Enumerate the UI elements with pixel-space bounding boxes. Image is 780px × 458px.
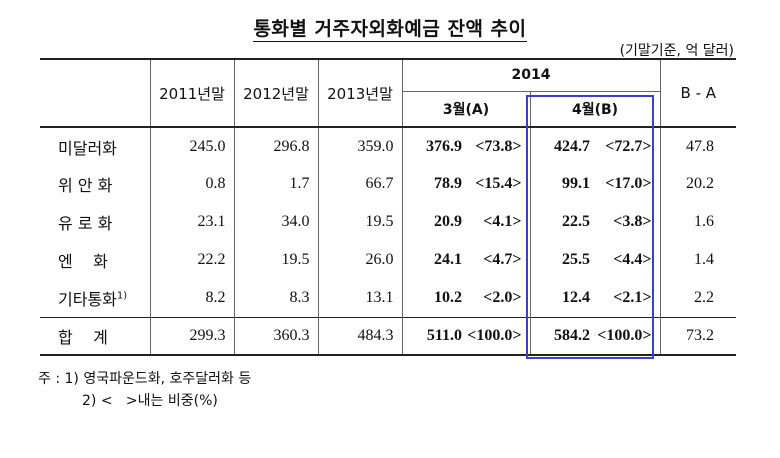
cell-march-share: <15.4> [462, 165, 531, 203]
cell-april: 99.1 [562, 175, 590, 192]
cell-march: 24.1 [434, 251, 462, 268]
total-row: 합 계 299.3 360.3 484.3 511.0 <100.0> 584.… [40, 317, 737, 355]
cell-diff: 1.6 [694, 213, 715, 230]
cell-2012: 8.3 [234, 279, 319, 317]
cell-april-share: <2.1> [590, 279, 661, 317]
header-blank [40, 59, 151, 128]
cell-april-share: <4.4> [590, 241, 661, 279]
cell-2012: 34.0 [234, 203, 319, 241]
cell-2011: 8.2 [150, 279, 235, 317]
cell-april: 12.4 [562, 288, 590, 306]
footnote-marker: 1) [116, 290, 128, 302]
table-row: 유 로 화 23.1 34.0 19.5 20.9 <4.1> 22.5 <3.… [40, 203, 736, 241]
header-2014: 2014 [402, 59, 661, 92]
cell-diff: 73.2 [686, 326, 715, 344]
cell-2013: 19.5 [318, 203, 403, 241]
cell-april: 25.5 [562, 251, 590, 268]
cell-march-share: <73.8> [462, 127, 531, 165]
table-row: 기타통화1) 8.2 8.3 13.1 10.2 <2.0> 12.4 <2.1… [40, 279, 736, 317]
header-2011: 2011년말 [150, 59, 235, 128]
cell-2012: 360.3 [234, 317, 319, 355]
table-row: 위 안 화 0.8 1.7 66.7 78.9 <15.4> 99.1 <17.… [40, 165, 736, 203]
cell-april-share: <3.8> [590, 203, 661, 241]
row-label: 미달러화 [40, 127, 151, 165]
header-2013: 2013년말 [318, 59, 403, 128]
cell-april-share: <72.7> [590, 127, 661, 165]
cell-diff: 20.2 [686, 175, 715, 192]
header-march: 3월(A) [402, 91, 531, 127]
table-row: 엔 화 22.2 19.5 26.0 24.1 <4.7> 25.5 <4.4>… [40, 241, 736, 279]
cell-march: 376.9 [426, 137, 462, 155]
header-diff: B - A [660, 59, 737, 128]
cell-2011: 22.2 [150, 241, 235, 279]
cell-2013: 13.1 [318, 279, 403, 317]
cell-2011: 245.0 [150, 127, 235, 165]
cell-march: 511.0 [426, 326, 462, 344]
table-row: 미달러화 245.0 296.8 359.0 376.9 <73.8> 424.… [40, 127, 736, 165]
cell-2013: 484.3 [318, 317, 403, 355]
table-title: 통화별 거주자외화예금 잔액 추이 [253, 18, 527, 42]
cell-april: 424.7 [554, 137, 590, 155]
cell-2013: 66.7 [318, 165, 403, 203]
cell-diff: 1.4 [694, 251, 715, 268]
cell-april-share: <100.0> [590, 317, 661, 355]
cell-2012: 19.5 [234, 241, 319, 279]
cell-april-share: <17.0> [590, 165, 661, 203]
cell-march-share: <4.7> [462, 241, 531, 279]
cell-2011: 23.1 [150, 203, 235, 241]
footnote-1: 주 : 1) 영국파운드화, 호주달러화 등 [38, 371, 252, 387]
header-april: 4월(B) [530, 91, 661, 127]
cell-march-share: <4.1> [462, 203, 531, 241]
cell-diff: 47.8 [686, 137, 715, 155]
header-2012: 2012년말 [234, 59, 319, 128]
footnote-2: 2) < >내는 비중(%) [82, 393, 218, 409]
cell-2013: 26.0 [318, 241, 403, 279]
row-label: 엔 화 [40, 241, 151, 279]
row-label: 기타통화1) [40, 279, 151, 317]
cell-march-share: <100.0> [462, 317, 531, 355]
row-label: 위 안 화 [40, 165, 151, 203]
cell-2011: 299.3 [150, 317, 235, 355]
cell-april: 22.5 [562, 213, 590, 230]
cell-2012: 296.8 [234, 127, 319, 165]
deposit-table: 2011년말 2012년말 2013년말 2014 B - A 3월(A) 4월… [40, 58, 737, 356]
cell-march: 10.2 [434, 288, 462, 306]
unit-label: (기말기준, 억 달러) [619, 43, 734, 59]
cell-march-share: <2.0> [462, 279, 531, 317]
cell-2012: 1.7 [234, 165, 319, 203]
cell-april: 584.2 [554, 326, 590, 344]
cell-diff: 2.2 [694, 288, 715, 306]
footnotes: 주 : 1) 영국파운드화, 호주달러화 등 2) < >내는 비중(%) [38, 368, 251, 412]
cell-2013: 359.0 [318, 127, 403, 165]
cell-march: 20.9 [434, 213, 462, 230]
total-label: 합 계 [40, 317, 151, 355]
cell-2011: 0.8 [150, 165, 235, 203]
row-label: 유 로 화 [40, 203, 151, 241]
cell-march: 78.9 [434, 175, 462, 192]
